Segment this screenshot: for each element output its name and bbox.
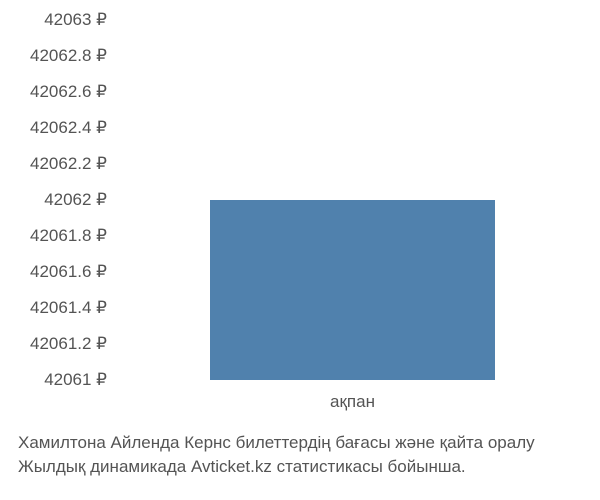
- y-tick-label: 42061 ₽: [44, 370, 107, 390]
- chart-area: 42063 ₽42062.8 ₽42062.6 ₽42062.4 ₽42062.…: [0, 20, 600, 400]
- x-tick-label: ақпан: [330, 392, 375, 412]
- y-tick-label: 42061.6 ₽: [30, 262, 107, 282]
- caption-line-2: Жылдық динамикада Avticket.kz статистика…: [18, 455, 590, 480]
- y-tick-label: 42062.4 ₽: [30, 118, 107, 138]
- y-tick-label: 42063 ₽: [44, 10, 107, 30]
- caption-line-1: Хамилтона Айленда Кернс билеттердің баға…: [18, 431, 590, 456]
- y-axis: 42063 ₽42062.8 ₽42062.6 ₽42062.4 ₽42062.…: [0, 20, 115, 380]
- y-tick-label: 42061.2 ₽: [30, 334, 107, 354]
- plot-area: ақпан: [115, 20, 590, 380]
- y-tick-label: 42061.8 ₽: [30, 226, 107, 246]
- bar: [210, 200, 495, 380]
- y-tick-label: 42062.8 ₽: [30, 46, 107, 66]
- chart-caption: Хамилтона Айленда Кернс билеттердің баға…: [18, 431, 590, 480]
- y-tick-label: 42062.6 ₽: [30, 82, 107, 102]
- y-tick-label: 42062 ₽: [44, 190, 107, 210]
- y-tick-label: 42062.2 ₽: [30, 154, 107, 174]
- y-tick-label: 42061.4 ₽: [30, 298, 107, 318]
